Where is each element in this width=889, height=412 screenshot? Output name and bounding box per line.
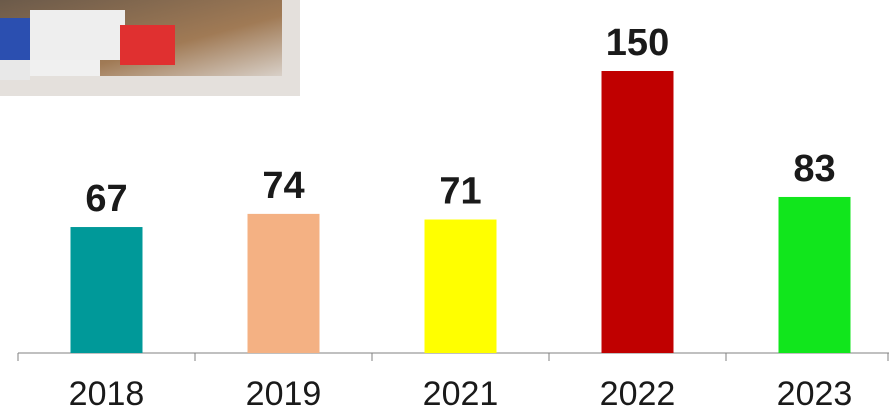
value-label: 83 xyxy=(793,148,835,190)
x-tick-label: 2018 xyxy=(69,375,145,412)
x-tick-label: 2022 xyxy=(600,375,676,412)
value-label: 67 xyxy=(85,178,127,220)
photo xyxy=(0,0,300,96)
value-label: 150 xyxy=(606,22,669,64)
chart: 2018 67 2019 74 2021 71 2022 150 2023 83 xyxy=(0,0,889,412)
bar xyxy=(779,197,851,353)
bar xyxy=(71,227,143,353)
bar xyxy=(248,214,320,353)
value-label: 71 xyxy=(439,171,481,213)
x-tick-label: 2021 xyxy=(423,375,499,412)
x-tick-label: 2023 xyxy=(777,375,853,412)
x-tick-label: 2019 xyxy=(246,375,322,412)
bar xyxy=(602,71,674,353)
value-label: 74 xyxy=(262,165,304,207)
bar xyxy=(425,220,497,353)
